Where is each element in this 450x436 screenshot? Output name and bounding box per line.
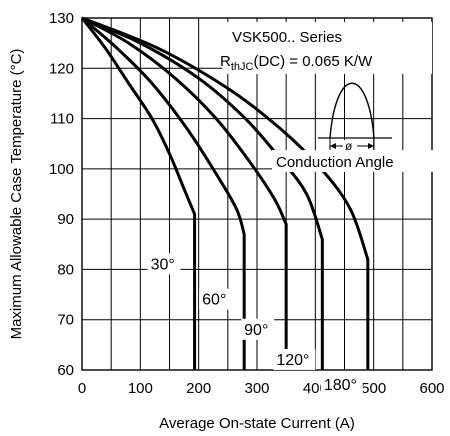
series-line	[81, 16, 288, 370]
y-tick-label: 60	[57, 362, 74, 379]
y-tick-label: 80	[57, 261, 74, 278]
y-tick-label: 100	[49, 161, 74, 178]
series-line	[81, 16, 246, 370]
x-tick-label: 100	[128, 380, 153, 397]
conduction-angle-icon: ø	[318, 82, 392, 153]
x-tick-label: 300	[244, 380, 269, 397]
x-tick-label: 0	[78, 380, 86, 397]
phi-label: ø	[345, 139, 353, 153]
curve-label-background	[241, 318, 275, 340]
curve-label: 30°	[151, 256, 175, 273]
curve-label-background	[147, 253, 181, 275]
curve-label-background	[199, 288, 233, 310]
series-line	[81, 16, 370, 370]
y-tick-label: 110	[50, 111, 74, 128]
series-line	[80, 17, 197, 370]
rth-value: (DC) = 0.065 K/W	[253, 53, 373, 70]
plot-frame	[81, 17, 433, 371]
curve-label: 90°	[244, 322, 268, 339]
series-lines	[80, 16, 370, 370]
curve-label: 60°	[202, 292, 226, 309]
curve-label: 180°	[324, 377, 357, 394]
x-axis-title: Average On-state Current (A)	[159, 415, 355, 432]
rth-subscript: thJC	[231, 61, 254, 73]
series-line	[81, 16, 324, 370]
x-tick-label: 200	[186, 380, 211, 397]
conduction-angle-background	[272, 150, 434, 172]
x-tick-label: 600	[419, 380, 444, 397]
series-title: VSK500.. Series	[232, 29, 342, 46]
conduction-angle-label: Conduction Angle	[276, 154, 394, 171]
curve-labels: 30° 60° 90° 120° 180°	[147, 253, 363, 396]
curve-label: 120°	[276, 352, 309, 369]
curve-label-background	[320, 374, 363, 396]
y-tick-label: 90	[57, 211, 74, 228]
rth-main: R	[220, 53, 231, 70]
thermal-resistance-label: RthJC(DC) = 0.065 K/W	[220, 53, 373, 73]
y-tick-label: 130	[49, 10, 74, 27]
y-axis-title: Maximum Allowable Case Temperature (°C)	[8, 49, 25, 340]
y-tick-label: 120	[49, 60, 74, 77]
curve-label-background	[273, 348, 316, 370]
x-tick-label: 500	[361, 380, 386, 397]
y-tick-label: 70	[57, 312, 74, 329]
annotation-background	[222, 22, 432, 74]
